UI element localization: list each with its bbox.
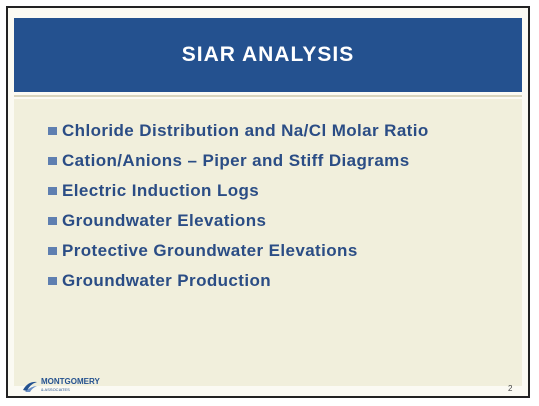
slide: SIAR ANALYSIS Chloride Distribution and … — [6, 6, 530, 398]
logo-sub: & ASSOCIATES — [41, 387, 70, 392]
bullet-item: Cation/Anions – Piper and Stiff Diagrams — [48, 146, 429, 176]
bullet-item: Protective Groundwater Elevations — [48, 236, 429, 266]
content-area: Chloride Distribution and Na/Cl Molar Ra… — [14, 99, 522, 386]
logo: MONTGOMERY & ASSOCIATES — [22, 378, 100, 394]
bullet-list: Chloride Distribution and Na/Cl Molar Ra… — [48, 116, 429, 296]
bullet-item: Chloride Distribution and Na/Cl Molar Ra… — [48, 116, 429, 146]
logo-icon — [23, 381, 37, 392]
divider — [14, 95, 522, 97]
logo-text: MONTGOMERY & ASSOCIATES — [41, 378, 100, 394]
bullet-item: Groundwater Elevations — [48, 206, 429, 236]
bullet-item: Electric Induction Logs — [48, 176, 429, 206]
bullet-item: Groundwater Production — [48, 266, 429, 296]
logo-name: MONTGOMERY — [41, 377, 100, 386]
page-number: 2 — [508, 384, 513, 393]
slide-title: SIAR ANALYSIS — [181, 43, 355, 66]
title-band: SIAR ANALYSIS — [14, 18, 522, 92]
